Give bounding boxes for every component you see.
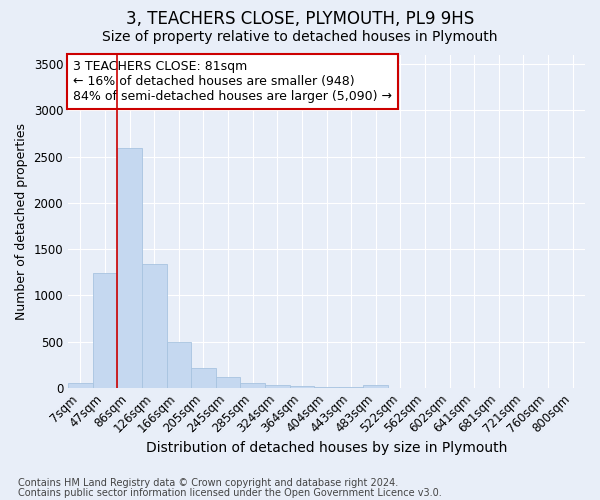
Text: Size of property relative to detached houses in Plymouth: Size of property relative to detached ho…	[102, 30, 498, 44]
Bar	[364, 386, 388, 388]
Bar	[92, 273, 117, 388]
Bar	[216, 377, 241, 388]
Bar	[290, 386, 314, 388]
Text: 3, TEACHERS CLOSE, PLYMOUTH, PL9 9HS: 3, TEACHERS CLOSE, PLYMOUTH, PL9 9HS	[126, 10, 474, 28]
Text: Contains HM Land Registry data © Crown copyright and database right 2024.: Contains HM Land Registry data © Crown c…	[18, 478, 398, 488]
Bar	[265, 385, 290, 388]
Bar	[167, 342, 191, 388]
Y-axis label: Number of detached properties: Number of detached properties	[15, 123, 28, 320]
Text: 3 TEACHERS CLOSE: 81sqm
← 16% of detached houses are smaller (948)
84% of semi-d: 3 TEACHERS CLOSE: 81sqm ← 16% of detache…	[73, 60, 392, 103]
Bar	[68, 383, 92, 388]
Bar	[314, 387, 339, 388]
Bar	[142, 264, 167, 388]
X-axis label: Distribution of detached houses by size in Plymouth: Distribution of detached houses by size …	[146, 441, 507, 455]
Bar	[117, 148, 142, 388]
Bar	[241, 383, 265, 388]
Text: Contains public sector information licensed under the Open Government Licence v3: Contains public sector information licen…	[18, 488, 442, 498]
Bar	[191, 368, 216, 388]
